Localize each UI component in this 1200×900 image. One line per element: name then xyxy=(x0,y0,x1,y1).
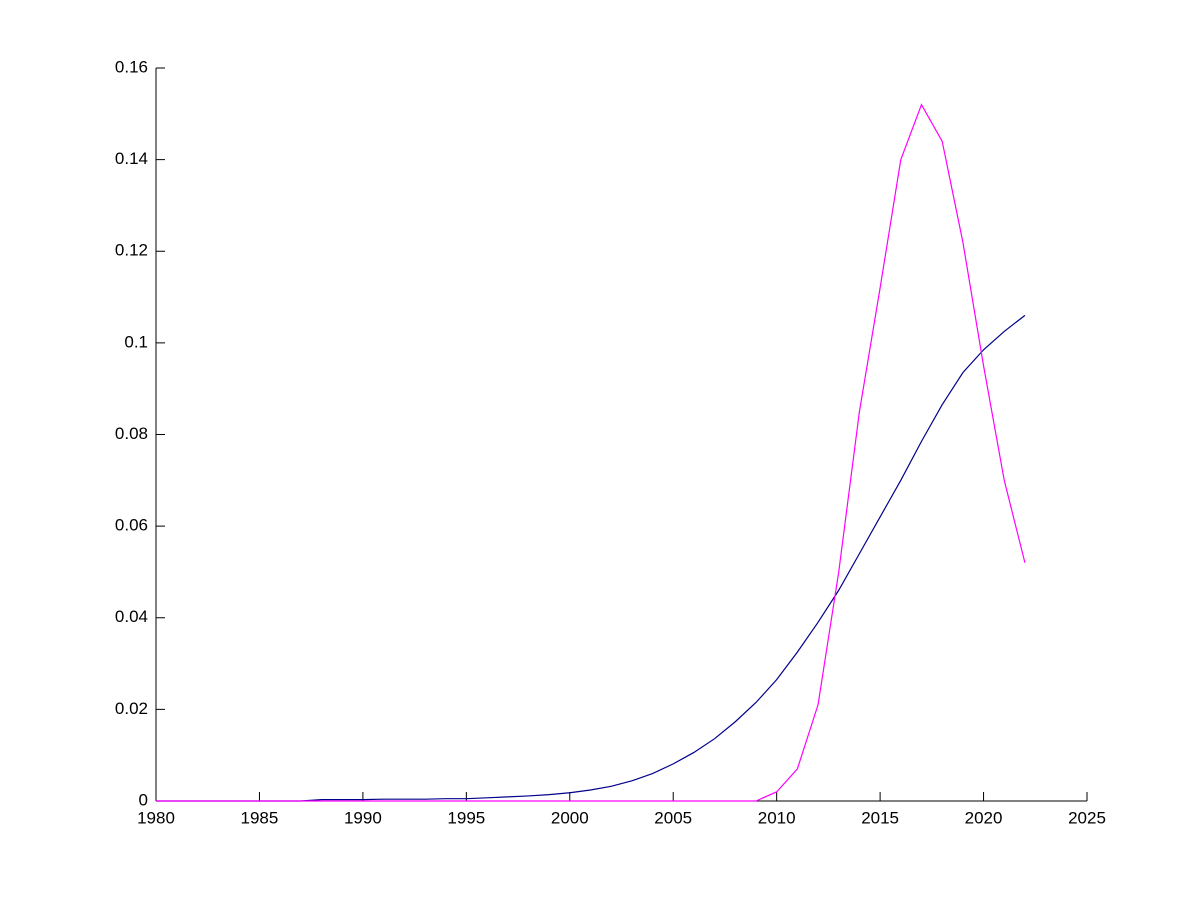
x-tick-label: 2025 xyxy=(1068,808,1106,827)
y-tick-label: 0 xyxy=(139,790,148,809)
y-tick-label: 0.06 xyxy=(115,516,148,535)
x-tick-label: 1990 xyxy=(344,808,382,827)
x-tick-label: 1985 xyxy=(241,808,279,827)
y-tick-label: 0.12 xyxy=(115,241,148,260)
x-tick-label: 2010 xyxy=(758,808,796,827)
x-tick-label: 1980 xyxy=(137,808,175,827)
y-tick-label: 0.14 xyxy=(115,149,148,168)
x-tick-label: 2005 xyxy=(654,808,692,827)
y-tick-label: 0.08 xyxy=(115,424,148,443)
y-tick-label: 0.16 xyxy=(115,57,148,76)
x-tick-label: 2000 xyxy=(551,808,589,827)
x-tick-label: 2015 xyxy=(861,808,899,827)
x-tick-label: 2020 xyxy=(965,808,1003,827)
y-tick-label: 0.02 xyxy=(115,699,148,718)
line-series xyxy=(156,314,1026,802)
x-tick-label: 1995 xyxy=(447,808,485,827)
y-tick-label: 0.04 xyxy=(115,607,148,626)
line-series xyxy=(156,103,1026,802)
y-tick-label: 0.1 xyxy=(124,332,148,351)
